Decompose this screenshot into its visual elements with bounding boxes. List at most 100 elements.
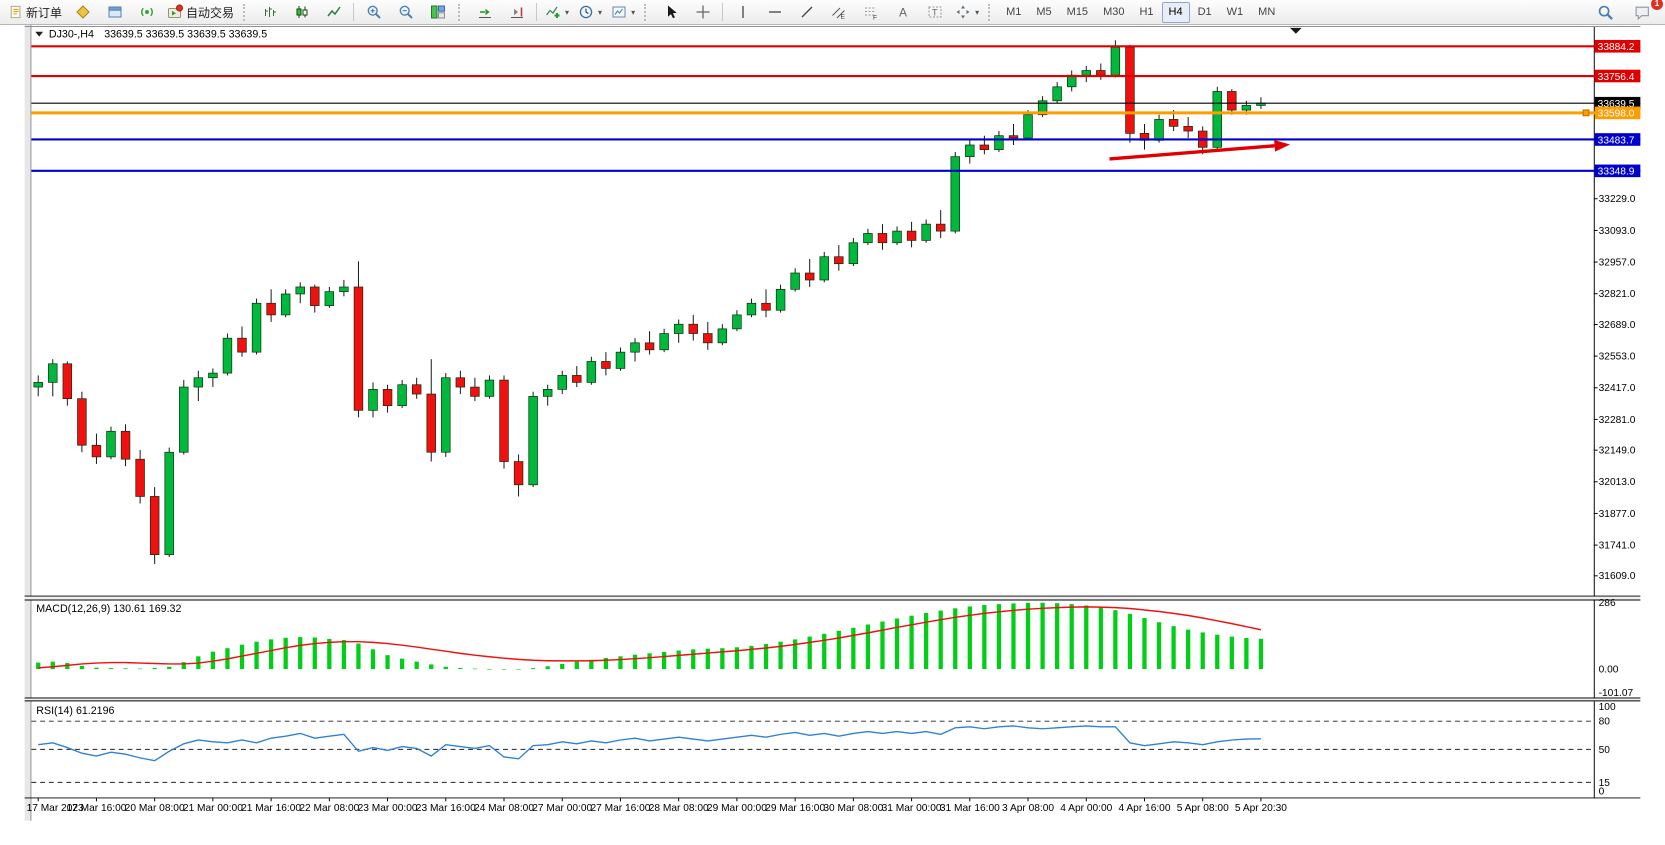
timeframe-button-h4[interactable]: H4 (1161, 1, 1190, 23)
price-level-badge (1594, 164, 1641, 178)
trendline-tool-button[interactable] (791, 1, 822, 24)
candle (295, 286, 305, 295)
chart-profile-button[interactable] (67, 1, 98, 24)
autotrading-button[interactable]: 自动交易 (163, 1, 238, 24)
candle (411, 384, 422, 395)
svg-text:23 Mar 00:00: 23 Mar 00:00 (358, 803, 418, 814)
arrows-tool-button[interactable]: ▾ (951, 1, 983, 24)
autotrading-icon (168, 4, 184, 18)
candle (819, 256, 829, 281)
candle (455, 377, 466, 388)
timeframe-button-d1[interactable]: D1 (1197, 6, 1212, 18)
toolbar-grip (243, 3, 248, 21)
candle (863, 233, 873, 244)
zoom-out-button[interactable] (390, 1, 421, 24)
svg-text:F: F (873, 15, 877, 21)
vertical-line-tool-button[interactable] (727, 1, 758, 24)
toolbar-grip (988, 3, 993, 21)
candlestick-icon (296, 6, 308, 18)
panel-splitters[interactable] (24, 595, 1641, 799)
svg-text:27 Mar 00:00: 27 Mar 00:00 (532, 803, 592, 814)
timeframe-button-m5[interactable]: M5 (1036, 6, 1052, 18)
candle (703, 333, 713, 344)
timeframe-button-h1[interactable]: H1 (1139, 6, 1154, 18)
candlestick-chart-button[interactable] (286, 1, 317, 24)
timeframe-button-mn[interactable]: MN (1258, 6, 1276, 18)
text-tool-button[interactable]: A (887, 1, 918, 24)
candle (484, 379, 495, 397)
candle (397, 384, 407, 407)
timeframe-button-m15[interactable]: M15 (1066, 6, 1089, 18)
candle (528, 396, 538, 486)
chart-objects-caret[interactable] (35, 31, 44, 37)
candle (179, 386, 189, 453)
candle (630, 342, 640, 353)
rsi-label: RSI(14) 61.2196 (36, 705, 114, 717)
timeframe-button-w1[interactable]: W1 (1226, 6, 1244, 18)
svg-text:-101.07: -101.07 (1599, 688, 1634, 699)
cursor-button[interactable] (655, 1, 686, 24)
candle (761, 302, 771, 311)
terminal-button[interactable] (99, 1, 130, 24)
zoom-in-button[interactable] (358, 1, 389, 24)
timeframe-button-m30[interactable]: M30 (1103, 6, 1125, 18)
candle (586, 361, 597, 383)
bar-chart-button[interactable] (254, 1, 285, 24)
rsi-line (38, 725, 1261, 762)
svg-text:100: 100 (1599, 702, 1616, 713)
chart-shift-marker[interactable] (1290, 27, 1302, 34)
annotations-layer[interactable] (1109, 139, 1291, 161)
fibonacci-tool-button[interactable]: F (855, 1, 886, 24)
search-button[interactable] (1590, 1, 1621, 24)
indicators-button[interactable]: ▾ (541, 1, 573, 24)
candle (266, 302, 276, 316)
chart-window[interactable]: DJ30-,H4 33639.5 33639.5 33639.5 33639.5… (0, 25, 1665, 845)
candle (62, 363, 73, 400)
candles-layer (33, 40, 1266, 564)
candle (965, 144, 975, 157)
candle (470, 386, 480, 397)
candle (48, 363, 58, 383)
signal-waves-icon (140, 7, 153, 17)
candle (644, 342, 655, 351)
channel-tool-button[interactable]: E (823, 1, 854, 24)
autoscroll-button[interactable] (469, 1, 500, 24)
svg-text:33598.0: 33598.0 (1598, 109, 1635, 120)
svg-text:23 Mar 16:00: 23 Mar 16:00 (416, 803, 476, 814)
candle (848, 242, 859, 265)
horizontal-line-tool-button[interactable] (759, 1, 790, 24)
periods-button[interactable]: ▾ (574, 1, 606, 24)
candle (921, 223, 931, 241)
svg-text:17 Mar 2023: 17 Mar 2023 (27, 803, 84, 814)
svg-text:22 Mar 08:00: 22 Mar 08:00 (299, 803, 359, 814)
svg-text:27 Mar 16:00: 27 Mar 16:00 (590, 803, 650, 814)
shift-chart-button[interactable] (501, 1, 532, 24)
svg-text:33639.5: 33639.5 (1598, 99, 1635, 110)
trend-arrow-head (1274, 139, 1291, 152)
candle (892, 230, 902, 244)
candle (251, 302, 262, 353)
svg-text:4 Apr 00:00: 4 Apr 00:00 (1060, 803, 1112, 814)
svg-text:15: 15 (1599, 778, 1611, 789)
line-chart-button[interactable] (318, 1, 349, 24)
templates-button[interactable]: ▾ (607, 1, 639, 24)
timeframe-button-m1[interactable]: M1 (1006, 6, 1022, 18)
toolbar-separator (722, 3, 724, 21)
crosshair-button[interactable] (687, 1, 718, 24)
terminal-window-icon (108, 6, 122, 18)
new-order-button[interactable]: 新订单 (5, 1, 66, 24)
label-tool-button[interactable]: T (919, 1, 950, 24)
notifications-button[interactable]: 1 (1627, 0, 1663, 24)
svg-text:32013.0: 32013.0 (1599, 477, 1636, 488)
candle (1227, 91, 1237, 111)
signals-button[interactable] (131, 1, 162, 24)
svg-text:31877.0: 31877.0 (1599, 509, 1636, 520)
indicators-plus-icon (546, 6, 560, 18)
toolbar-grip (458, 3, 463, 21)
svg-text:31 Mar 00:00: 31 Mar 00:00 (882, 803, 942, 814)
tile-windows-button[interactable] (422, 1, 453, 24)
candle (237, 337, 247, 353)
svg-text:A: A (899, 6, 907, 20)
trend-arrow[interactable] (1109, 144, 1275, 161)
